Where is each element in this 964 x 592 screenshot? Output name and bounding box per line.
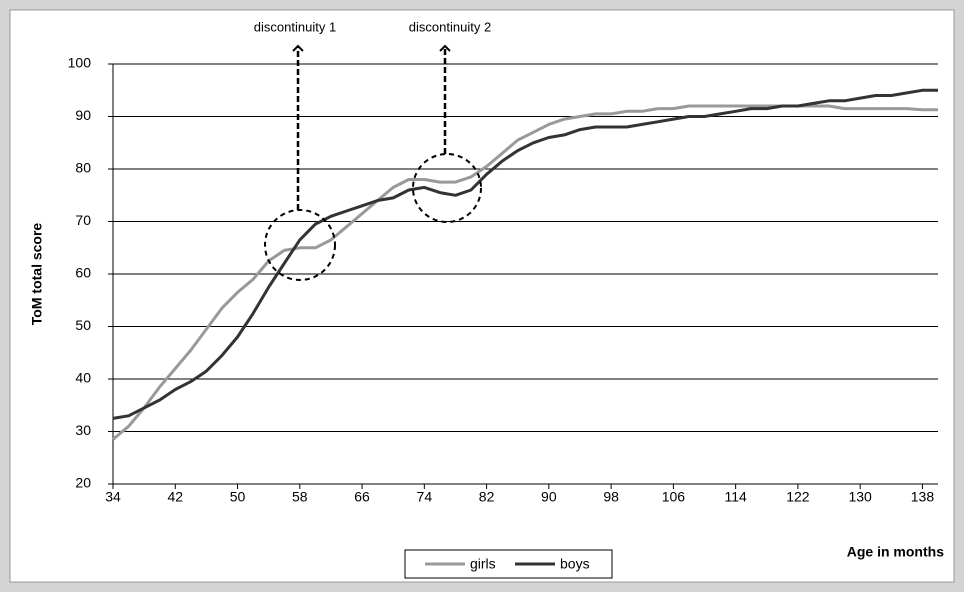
y-tick-label: 40 <box>75 370 91 386</box>
x-tick-label: 58 <box>292 489 308 505</box>
annotation-text: discontinuity 1 <box>254 19 336 34</box>
x-tick-label: 74 <box>417 489 433 505</box>
x-axis-label: Age in months <box>847 544 944 560</box>
x-tick-label: 98 <box>603 489 619 505</box>
annotation-circle <box>264 209 336 281</box>
y-tick-label: 30 <box>75 422 91 438</box>
y-tick-label: 20 <box>75 475 91 491</box>
x-tick-label: 82 <box>479 489 495 505</box>
annotation-text: discontinuity 2 <box>409 19 491 34</box>
y-tick-label: 90 <box>75 107 91 123</box>
x-tick-label: 34 <box>105 489 121 505</box>
x-tick-label: 122 <box>786 489 810 505</box>
x-tick-label: 106 <box>662 489 686 505</box>
x-tick-label: 114 <box>724 489 747 505</box>
legend-label: girls <box>470 556 496 572</box>
series-line <box>112 88 938 420</box>
x-tick-label: 42 <box>167 489 183 505</box>
y-tick-label: 70 <box>75 212 91 228</box>
x-tick-label: 130 <box>848 489 872 505</box>
y-tick-label: 80 <box>75 160 91 176</box>
x-tick-label: 138 <box>911 489 935 505</box>
y-tick-label: 100 <box>68 55 92 71</box>
legend-label: boys <box>560 556 590 572</box>
y-tick-label: 60 <box>75 265 91 281</box>
x-tick-label: 90 <box>541 489 557 505</box>
annotation-circle <box>412 153 482 223</box>
x-tick-label: 66 <box>354 489 370 505</box>
y-axis-label: ToM total score <box>29 223 45 326</box>
y-tick-label: 50 <box>75 317 91 333</box>
x-tick-label: 50 <box>230 489 246 505</box>
